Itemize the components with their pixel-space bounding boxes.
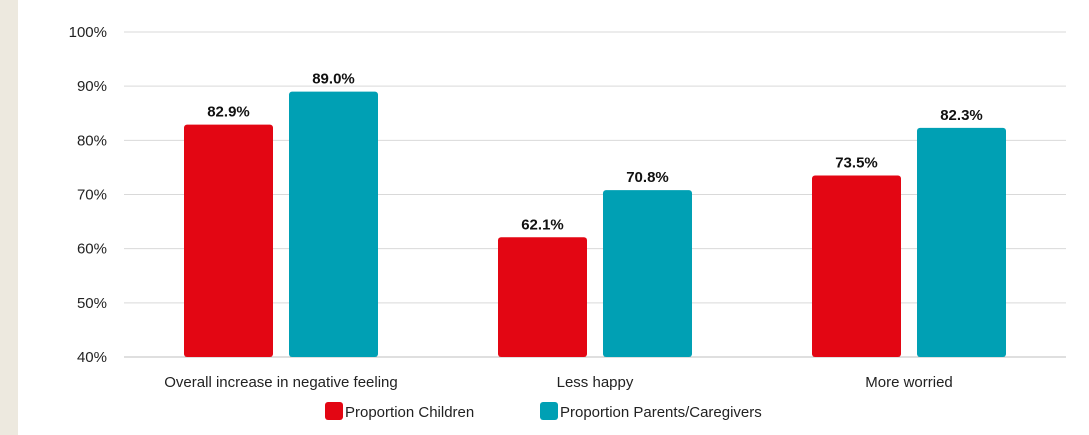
y-tick-label: 60% [77, 241, 107, 258]
data-label: 62.1% [521, 216, 564, 233]
legend-label: Proportion Parents/Caregivers [560, 404, 762, 421]
bar-parents [603, 190, 692, 357]
bar-children [498, 237, 587, 357]
x-category-label: Less happy [557, 374, 634, 391]
bar-parents [917, 127, 1006, 357]
bar-parents [289, 91, 378, 357]
data-label: 73.5% [835, 155, 878, 172]
y-tick-label: 100% [69, 24, 107, 41]
data-label: 82.9% [207, 104, 250, 121]
y-tick-label: 70% [77, 187, 107, 204]
x-category-label: Overall increase in negative feeling [164, 374, 397, 391]
y-tick-label: 50% [77, 295, 107, 312]
y-tick-label: 90% [77, 78, 107, 95]
y-tick-label: 80% [77, 132, 107, 149]
data-label: 70.8% [626, 169, 669, 186]
data-label: 89.0% [312, 71, 355, 88]
data-label: 82.3% [940, 107, 983, 124]
bar-children [184, 124, 273, 357]
x-category-label: More worried [865, 374, 953, 391]
legend-swatch [325, 402, 343, 420]
bar-children [812, 175, 901, 357]
y-tick-label: 40% [77, 349, 107, 366]
legend-swatch [540, 402, 558, 420]
legend-label: Proportion Children [345, 404, 474, 421]
